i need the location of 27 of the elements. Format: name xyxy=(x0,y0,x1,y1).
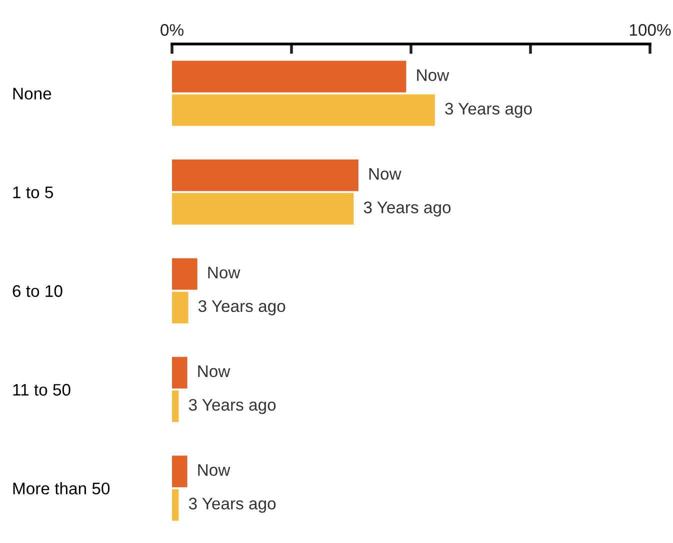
text: Now xyxy=(208,266,240,278)
bar xyxy=(172,94,435,126)
text: Now xyxy=(198,366,230,378)
series-label: Now xyxy=(417,69,450,82)
bar xyxy=(172,489,179,521)
y-tick-label: 11 to 50 xyxy=(13,384,70,396)
x-tick-label: 100% xyxy=(630,24,671,36)
bar xyxy=(172,159,358,192)
bar xyxy=(172,292,188,324)
bar xyxy=(172,390,179,422)
y-tick-label: More than 50 xyxy=(13,482,110,494)
x-tick-label: 0% xyxy=(160,24,184,36)
bar xyxy=(172,193,354,225)
y-tick-label: None xyxy=(13,88,52,100)
bar xyxy=(172,456,188,488)
bar xyxy=(172,258,198,290)
text: Now xyxy=(369,168,402,180)
bar xyxy=(172,356,188,389)
y-tick-label: 6 to 10 xyxy=(12,285,62,297)
text: Now xyxy=(198,464,230,476)
series-label: 3 Years ago xyxy=(364,202,451,217)
y-tick-label: 1 to 5 xyxy=(13,186,53,198)
text: 3 Years ago xyxy=(198,300,286,316)
text: 3 Years ago xyxy=(188,498,276,513)
text: 3 Years ago xyxy=(188,398,276,414)
text: 3 Years ago xyxy=(445,102,532,118)
bar xyxy=(172,60,406,92)
